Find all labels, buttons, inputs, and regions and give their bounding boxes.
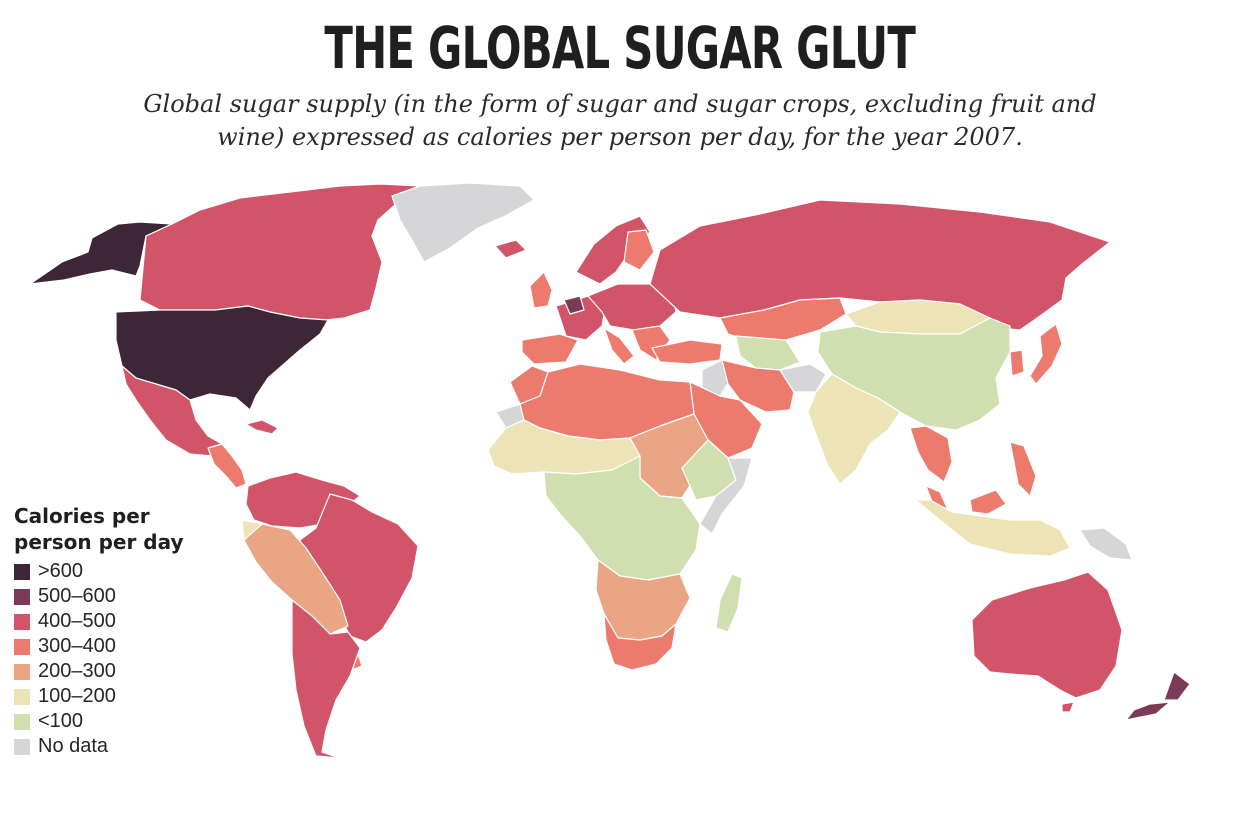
map-region[interactable]: [207, 443, 247, 489]
legend-label: No data: [38, 735, 109, 757]
map-title: THE GLOBAL SUGAR GLUT: [324, 14, 916, 82]
map-region[interactable]: [721, 359, 795, 413]
legend-swatch: [14, 588, 30, 605]
map-region[interactable]: [971, 571, 1123, 713]
legend-swatch: [14, 688, 30, 705]
legend-item: No data: [14, 734, 214, 759]
legend-item: >600: [14, 559, 214, 584]
map-region[interactable]: [587, 283, 677, 331]
legend-title: Calories per person per day: [14, 504, 184, 554]
legend-label: 500–600: [38, 585, 116, 607]
map-region[interactable]: [1079, 527, 1133, 561]
map-region[interactable]: [779, 363, 827, 393]
legend-label: 300–400: [38, 635, 116, 657]
legend-swatch: [14, 713, 30, 730]
legend-label: 400–500: [38, 610, 116, 632]
map-region[interactable]: [807, 373, 901, 485]
map-region[interactable]: [391, 182, 535, 263]
map-region[interactable]: [245, 419, 279, 435]
legend-swatch: [14, 563, 30, 580]
map-region[interactable]: [915, 499, 1071, 557]
legend-item: 200–300: [14, 659, 214, 684]
map-region[interactable]: [603, 327, 635, 365]
legend-swatch: [14, 738, 30, 755]
map-region[interactable]: [291, 599, 361, 759]
legend-label: 100–200: [38, 685, 116, 707]
map-region[interactable]: [603, 613, 677, 671]
map-subtitle: Global sugar supply (in the form of suga…: [143, 90, 1097, 151]
map-region[interactable]: [735, 335, 801, 371]
legend-swatch: [14, 663, 30, 680]
legend-item: 300–400: [14, 634, 214, 659]
map-region[interactable]: [139, 183, 421, 321]
map-region[interactable]: [1125, 671, 1191, 721]
legend-item: 500–600: [14, 584, 214, 609]
legend-label: >600: [38, 560, 84, 582]
map-region[interactable]: [715, 573, 743, 633]
map-region[interactable]: [909, 425, 953, 483]
map-region[interactable]: [543, 455, 701, 581]
map-region[interactable]: [243, 523, 349, 635]
map-region[interactable]: [529, 271, 553, 309]
map-legend: Calories per person per day >600 500–600 4…: [14, 503, 214, 759]
legend-swatch: [14, 613, 30, 630]
legend-item: <100: [14, 709, 214, 734]
map-region[interactable]: [1009, 441, 1037, 497]
map-region[interactable]: [494, 239, 527, 259]
map-region[interactable]: [623, 229, 655, 271]
legend-item: 400–500: [14, 609, 214, 634]
map-region[interactable]: [1009, 349, 1025, 377]
map-region[interactable]: [563, 295, 585, 315]
legend-items: >600 500–600 400–500 300–400 200–300 100–200 <…: [14, 559, 214, 759]
legend-label: 200–300: [38, 660, 116, 682]
map-region[interactable]: [521, 333, 579, 365]
legend-swatch: [14, 638, 30, 655]
map-region[interactable]: [651, 339, 723, 365]
world-map: [29, 182, 1191, 759]
legend-item: 100–200: [14, 684, 214, 709]
legend-label: <100: [38, 710, 84, 732]
map-region[interactable]: [1029, 323, 1063, 385]
map-region[interactable]: [699, 457, 753, 535]
